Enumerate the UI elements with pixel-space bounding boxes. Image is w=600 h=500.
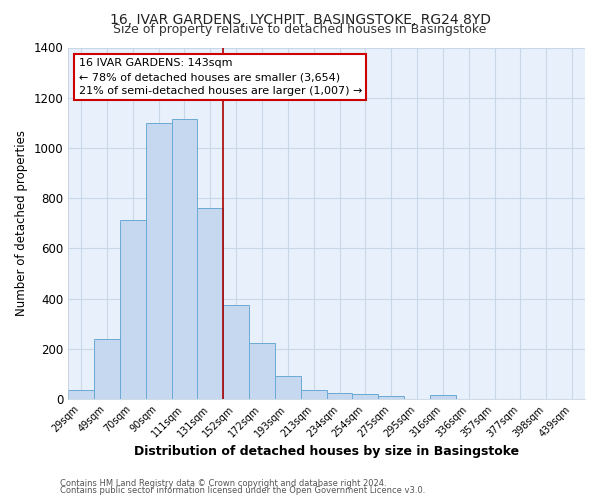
Text: 16 IVAR GARDENS: 143sqm
← 78% of detached houses are smaller (3,654)
21% of semi: 16 IVAR GARDENS: 143sqm ← 78% of detache…	[79, 58, 362, 96]
Bar	[301, 390, 326, 399]
Bar	[172, 119, 197, 399]
Text: Contains HM Land Registry data © Crown copyright and database right 2024.: Contains HM Land Registry data © Crown c…	[60, 478, 386, 488]
Y-axis label: Number of detached properties: Number of detached properties	[15, 130, 28, 316]
Bar	[223, 305, 249, 399]
Bar	[146, 123, 172, 399]
Bar	[197, 208, 223, 399]
Bar	[275, 376, 301, 399]
Bar	[430, 396, 456, 399]
Bar	[378, 396, 404, 399]
Text: Size of property relative to detached houses in Basingstoke: Size of property relative to detached ho…	[113, 22, 487, 36]
Bar	[326, 393, 352, 399]
Bar	[249, 342, 275, 399]
Text: Contains public sector information licensed under the Open Government Licence v3: Contains public sector information licen…	[60, 486, 425, 495]
Bar	[94, 339, 120, 399]
Bar	[352, 394, 378, 399]
X-axis label: Distribution of detached houses by size in Basingstoke: Distribution of detached houses by size …	[134, 444, 519, 458]
Bar	[120, 220, 146, 399]
Bar	[68, 390, 94, 399]
Text: 16, IVAR GARDENS, LYCHPIT, BASINGSTOKE, RG24 8YD: 16, IVAR GARDENS, LYCHPIT, BASINGSTOKE, …	[110, 12, 491, 26]
